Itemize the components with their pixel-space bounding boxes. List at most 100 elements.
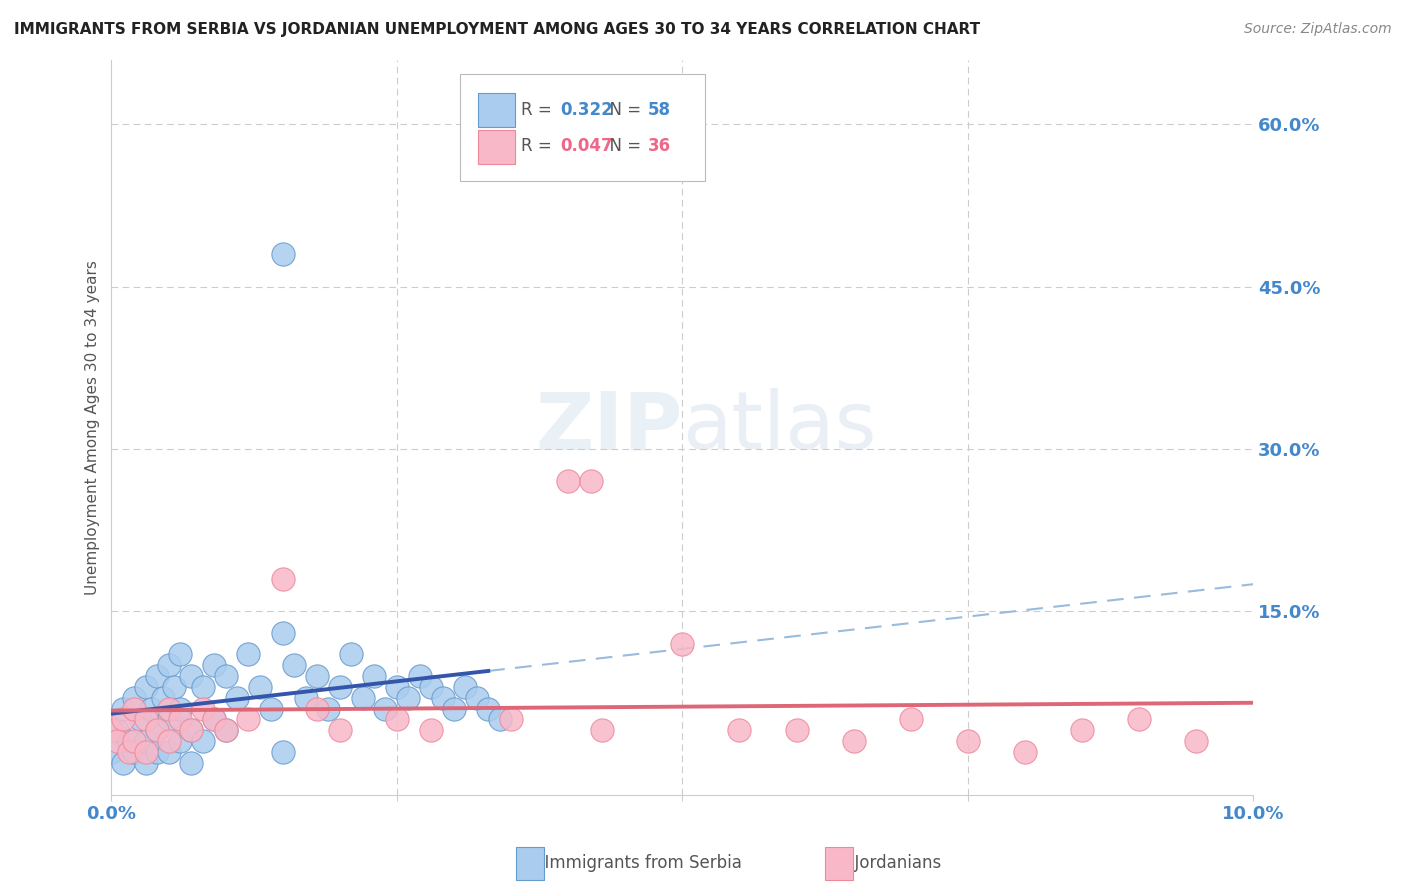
- FancyBboxPatch shape: [460, 74, 706, 181]
- Text: IMMIGRANTS FROM SERBIA VS JORDANIAN UNEMPLOYMENT AMONG AGES 30 TO 34 YEARS CORRE: IMMIGRANTS FROM SERBIA VS JORDANIAN UNEM…: [14, 22, 980, 37]
- Point: [135, 680, 157, 694]
- Point: [226, 690, 249, 705]
- FancyBboxPatch shape: [478, 94, 515, 128]
- Point: [329, 680, 352, 694]
- Text: Jordanians: Jordanians: [844, 855, 941, 872]
- Point: [420, 680, 443, 694]
- Point: [169, 648, 191, 662]
- Text: N =: N =: [599, 101, 647, 119]
- Text: Source: ZipAtlas.com: Source: ZipAtlas.com: [1244, 22, 1392, 37]
- Point: [191, 680, 214, 694]
- Point: [1014, 745, 1036, 759]
- Point: [1185, 734, 1208, 748]
- Point: [214, 723, 236, 738]
- Point: [157, 658, 180, 673]
- Point: [117, 734, 139, 748]
- Point: [146, 745, 169, 759]
- Point: [249, 680, 271, 694]
- Point: [152, 690, 174, 705]
- Point: [100, 745, 122, 759]
- Point: [728, 723, 751, 738]
- Point: [214, 723, 236, 738]
- Point: [180, 669, 202, 683]
- Point: [111, 701, 134, 715]
- Point: [146, 723, 169, 738]
- Point: [396, 690, 419, 705]
- Point: [260, 701, 283, 715]
- Text: 0.047: 0.047: [560, 137, 613, 155]
- Point: [420, 723, 443, 738]
- Point: [141, 701, 163, 715]
- Point: [283, 658, 305, 673]
- Point: [477, 701, 499, 715]
- Point: [157, 745, 180, 759]
- Point: [111, 756, 134, 770]
- Point: [454, 680, 477, 694]
- Point: [271, 625, 294, 640]
- Text: ZIP: ZIP: [536, 388, 682, 467]
- Point: [374, 701, 396, 715]
- Point: [385, 680, 408, 694]
- Point: [271, 745, 294, 759]
- Point: [202, 712, 225, 726]
- Point: [111, 712, 134, 726]
- Point: [1128, 712, 1150, 726]
- Text: N =: N =: [599, 137, 647, 155]
- Point: [135, 745, 157, 759]
- Point: [146, 669, 169, 683]
- Point: [900, 712, 922, 726]
- Point: [488, 712, 510, 726]
- Point: [271, 247, 294, 261]
- Point: [329, 723, 352, 738]
- Point: [294, 690, 316, 705]
- Point: [191, 701, 214, 715]
- Point: [157, 701, 180, 715]
- Point: [180, 723, 202, 738]
- Point: [105, 734, 128, 748]
- Point: [169, 701, 191, 715]
- Point: [579, 475, 602, 489]
- Text: Immigrants from Serbia: Immigrants from Serbia: [534, 855, 742, 872]
- Point: [135, 734, 157, 748]
- Point: [305, 701, 328, 715]
- Point: [238, 712, 260, 726]
- Point: [352, 690, 374, 705]
- Point: [157, 734, 180, 748]
- Point: [465, 690, 488, 705]
- Point: [157, 712, 180, 726]
- Point: [129, 712, 152, 726]
- Text: R =: R =: [522, 101, 557, 119]
- Point: [202, 658, 225, 673]
- Text: 36: 36: [648, 137, 671, 155]
- Point: [180, 756, 202, 770]
- Point: [122, 690, 145, 705]
- Point: [1071, 723, 1094, 738]
- Point: [956, 734, 979, 748]
- Point: [122, 701, 145, 715]
- Point: [122, 734, 145, 748]
- Text: 58: 58: [648, 101, 671, 119]
- Point: [271, 572, 294, 586]
- Text: 0.322: 0.322: [560, 101, 613, 119]
- Point: [214, 669, 236, 683]
- Point: [146, 723, 169, 738]
- Point: [842, 734, 865, 748]
- Point: [443, 701, 465, 715]
- Text: atlas: atlas: [682, 388, 877, 467]
- Point: [340, 648, 363, 662]
- Point: [135, 712, 157, 726]
- Point: [169, 712, 191, 726]
- Point: [169, 734, 191, 748]
- Point: [305, 669, 328, 683]
- Point: [105, 723, 128, 738]
- Point: [671, 637, 693, 651]
- Text: R =: R =: [522, 137, 557, 155]
- Point: [191, 734, 214, 748]
- Point: [363, 669, 385, 683]
- Point: [135, 756, 157, 770]
- Point: [557, 475, 579, 489]
- FancyBboxPatch shape: [478, 130, 515, 164]
- Point: [122, 745, 145, 759]
- Point: [117, 745, 139, 759]
- Point: [501, 712, 523, 726]
